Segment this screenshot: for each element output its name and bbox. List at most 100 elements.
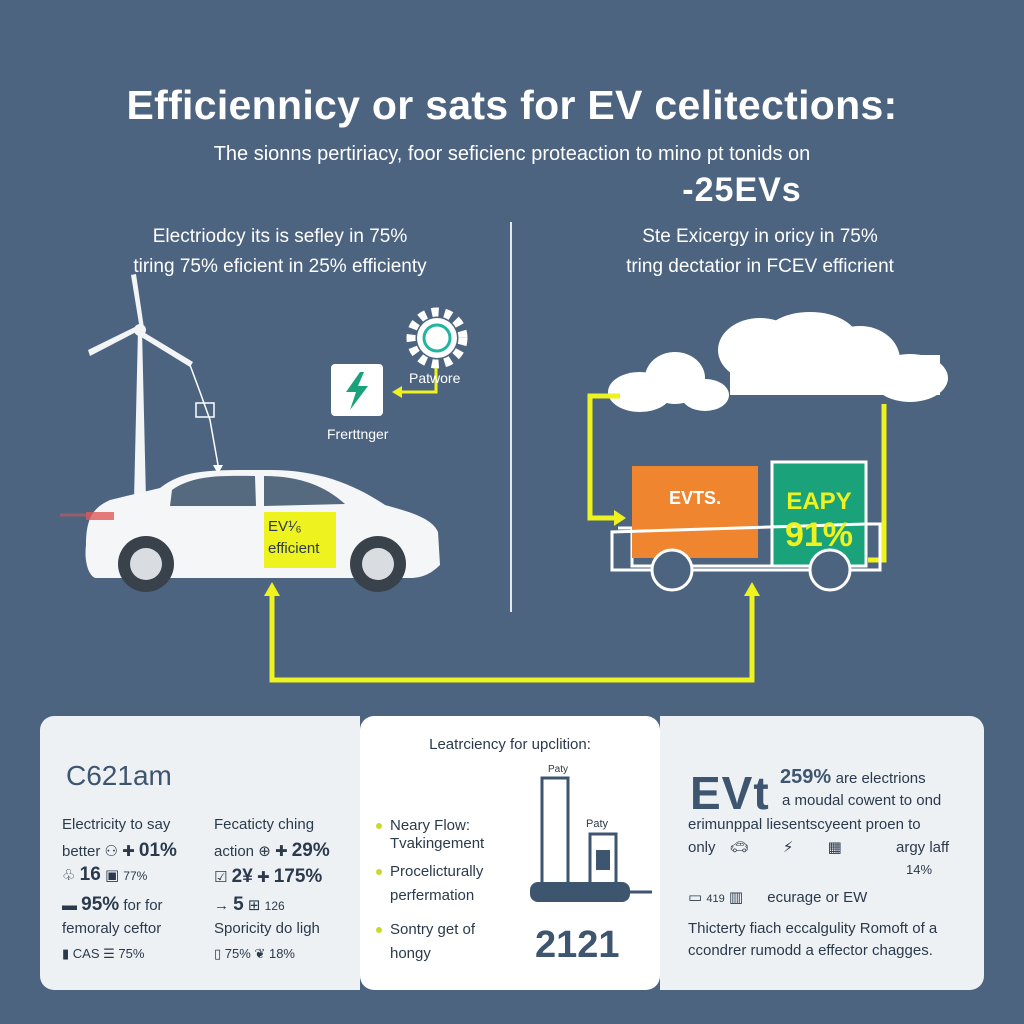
- bar-label-tall: Paty: [548, 764, 569, 775]
- car-small-icon: 🚗︎: [729, 839, 749, 856]
- page-title: Efficiennicy or sats for EV celitections…: [126, 82, 898, 128]
- col1-row4: femoraly ceftor: [62, 920, 162, 937]
- battery-icon: ▣: [104, 867, 120, 884]
- turbine-connector: [189, 364, 223, 474]
- mid-item-1: Neary Flow: Tvakingement: [376, 814, 484, 856]
- green-box-line1: EAPY: [786, 488, 852, 515]
- col1-row5: ▮ CAS ☰ 75%: [62, 946, 144, 962]
- mid-item-1-line2: Tvakingement: [390, 835, 485, 852]
- bullet-dot: [376, 869, 382, 876]
- col1-row5-text: CAS: [72, 946, 100, 961]
- panel-right-line4-right: argy laff: [896, 839, 950, 856]
- van-icon: ▭: [688, 889, 703, 906]
- panel-mid-year: 2121: [535, 924, 620, 966]
- charger-box: [331, 364, 383, 416]
- col1-row1-value: 01%: [138, 840, 177, 861]
- cloud-icon: [608, 312, 948, 412]
- arrow-right-icon: →: [214, 897, 229, 914]
- panel-right-headline-row: 259% are electrions: [780, 766, 926, 789]
- col1-row3-text: for for: [123, 897, 163, 914]
- bar-label-short: Paty: [586, 818, 609, 830]
- energy-flow-connector: [264, 582, 760, 683]
- panel-right-line6-right: ecurage or EW: [767, 889, 868, 906]
- check-icon: ☑: [214, 869, 228, 886]
- col1-row2: ♧ 16 ▣ 77%: [62, 864, 147, 886]
- panel-left-title: C621am: [66, 760, 172, 791]
- col1-row1-text: better: [62, 843, 101, 860]
- car-badge-text: EV¹⁄₆ efficient: [268, 516, 319, 560]
- panel-right-footer-line1: Thicterty fiach eccalgulity Romoft of a: [688, 920, 938, 937]
- panel-right-line2: a moudal cowent to ond: [782, 792, 942, 809]
- plant-icon: ♧: [62, 867, 76, 884]
- col2-row5-value: 75%: [224, 946, 251, 961]
- bullet-dot: [376, 927, 382, 934]
- panel-right-line5: 14%: [906, 862, 933, 877]
- wind-turbine-icon: [88, 274, 193, 500]
- right-caption-line1: Ste Exicergy in oricy in 75%: [642, 226, 878, 247]
- col1-row3: ▬ 95% for for: [62, 894, 163, 916]
- panel-right-line4-left: only: [688, 839, 716, 856]
- panel-mid: Leatrciency for upclition: Neary Flow: T…: [360, 716, 660, 990]
- panel-right: EVt 259% are electrions a moudal cowent …: [660, 716, 984, 990]
- car-icon: [60, 469, 440, 592]
- panel-right-line3: erimunppal liesentscyeent proen to: [688, 816, 921, 833]
- fuel-tank-illustration: [530, 776, 652, 902]
- col2-row1-value: 29%: [291, 840, 330, 861]
- globe-icon: ⊕ ✚: [258, 843, 288, 860]
- col2-row1: action ⊕ ✚ 29%: [214, 840, 330, 862]
- panel-right-headline: EVt: [690, 767, 770, 819]
- mid-item-3-line1: Sontry get of: [390, 921, 476, 938]
- col2-row5-value-b: 18%: [268, 946, 295, 961]
- battery-small-icon: ▥: [728, 889, 744, 906]
- car-efficiency-badge: [264, 512, 336, 568]
- green-box-line2: 91%: [784, 516, 854, 554]
- col2-row3-small: 126: [264, 899, 285, 913]
- col2-row4: Sporicity do ligh: [214, 920, 320, 937]
- mid-item-1-line1: Neary Flow:: [390, 817, 471, 834]
- col2-row3-value: 5: [233, 894, 244, 915]
- col1-row1: better ⚇ ✚ 01%: [62, 840, 177, 862]
- plug-icon: ⚡: [782, 839, 794, 856]
- page-subtitle: The sionns pertiriacy, foor seficienc pr…: [213, 143, 811, 165]
- panel-right-headline-text: are electrions: [835, 770, 926, 787]
- col1-row2-small: 77%: [123, 869, 148, 883]
- panel-right-pct: 259%: [780, 766, 832, 788]
- gear-label: Patwore: [409, 370, 461, 386]
- mid-item-2-line2: perfermation: [390, 887, 475, 904]
- panel-right-footer-line2: ccondrer rumodd a effector chagges.: [688, 942, 933, 959]
- bottle-icon: ▯: [214, 946, 222, 961]
- mid-item-2: Procelicturally perfermation: [376, 860, 483, 908]
- right-caption-line2: tring dectatior in FCEV efficrient: [626, 256, 894, 277]
- col2-row2: ☑ 2¥ ✚ 175%: [214, 866, 323, 887]
- grid-icon: ⊞: [247, 897, 261, 914]
- col2-row5: ▯ 75% ❦ 18%: [214, 946, 295, 962]
- col1-row5-value: 75%: [118, 946, 145, 961]
- panel-left: C621am Electricity to say better ⚇ ✚ 01%…: [40, 716, 360, 990]
- truck-small-icon: ▦: [827, 839, 842, 856]
- green-box-text: EAPY 91%: [772, 488, 866, 554]
- col2-row1-text: action: [214, 843, 255, 860]
- orange-box-label: EVTS.: [668, 488, 721, 508]
- truck-icon: [610, 460, 882, 592]
- col1-row2-value: 16: [79, 864, 101, 885]
- gear-icon: [406, 307, 468, 369]
- car-badge-line2: efficient: [268, 540, 320, 557]
- illustration-canvas: [60, 274, 948, 683]
- col2-row3: → 5 ⊞ 126: [214, 894, 285, 916]
- left-caption-line2: tiring 75% eficient in 25% efficienty: [133, 256, 427, 277]
- mid-item-3-line2: hongy: [390, 945, 431, 962]
- left-caption: Electriodcy its is sefley in 75% tiring …: [60, 222, 500, 282]
- panel-right-line4: only 🚗︎ ⚡ ▦ argy laff: [688, 838, 949, 856]
- panel-right-line6: ▭ 419 ▥ ecurage or EW: [688, 888, 867, 906]
- bullet-dot: [376, 823, 382, 830]
- fuel-cycle-arrows: [587, 393, 887, 563]
- leaf-icon: ❦: [254, 946, 266, 961]
- car-small-icon: ▬: [62, 897, 77, 914]
- person-icon: ⚇ ✚: [104, 843, 135, 860]
- col1-row3-value: 95%: [81, 894, 120, 915]
- section-divider: [510, 222, 512, 612]
- panel-mid-title: Leatrciency for upclition:: [429, 736, 591, 753]
- charger-arrow: [392, 368, 438, 398]
- mid-item-3: Sontry get of hongy: [376, 918, 475, 966]
- col2-row2-value: 2¥: [231, 866, 253, 887]
